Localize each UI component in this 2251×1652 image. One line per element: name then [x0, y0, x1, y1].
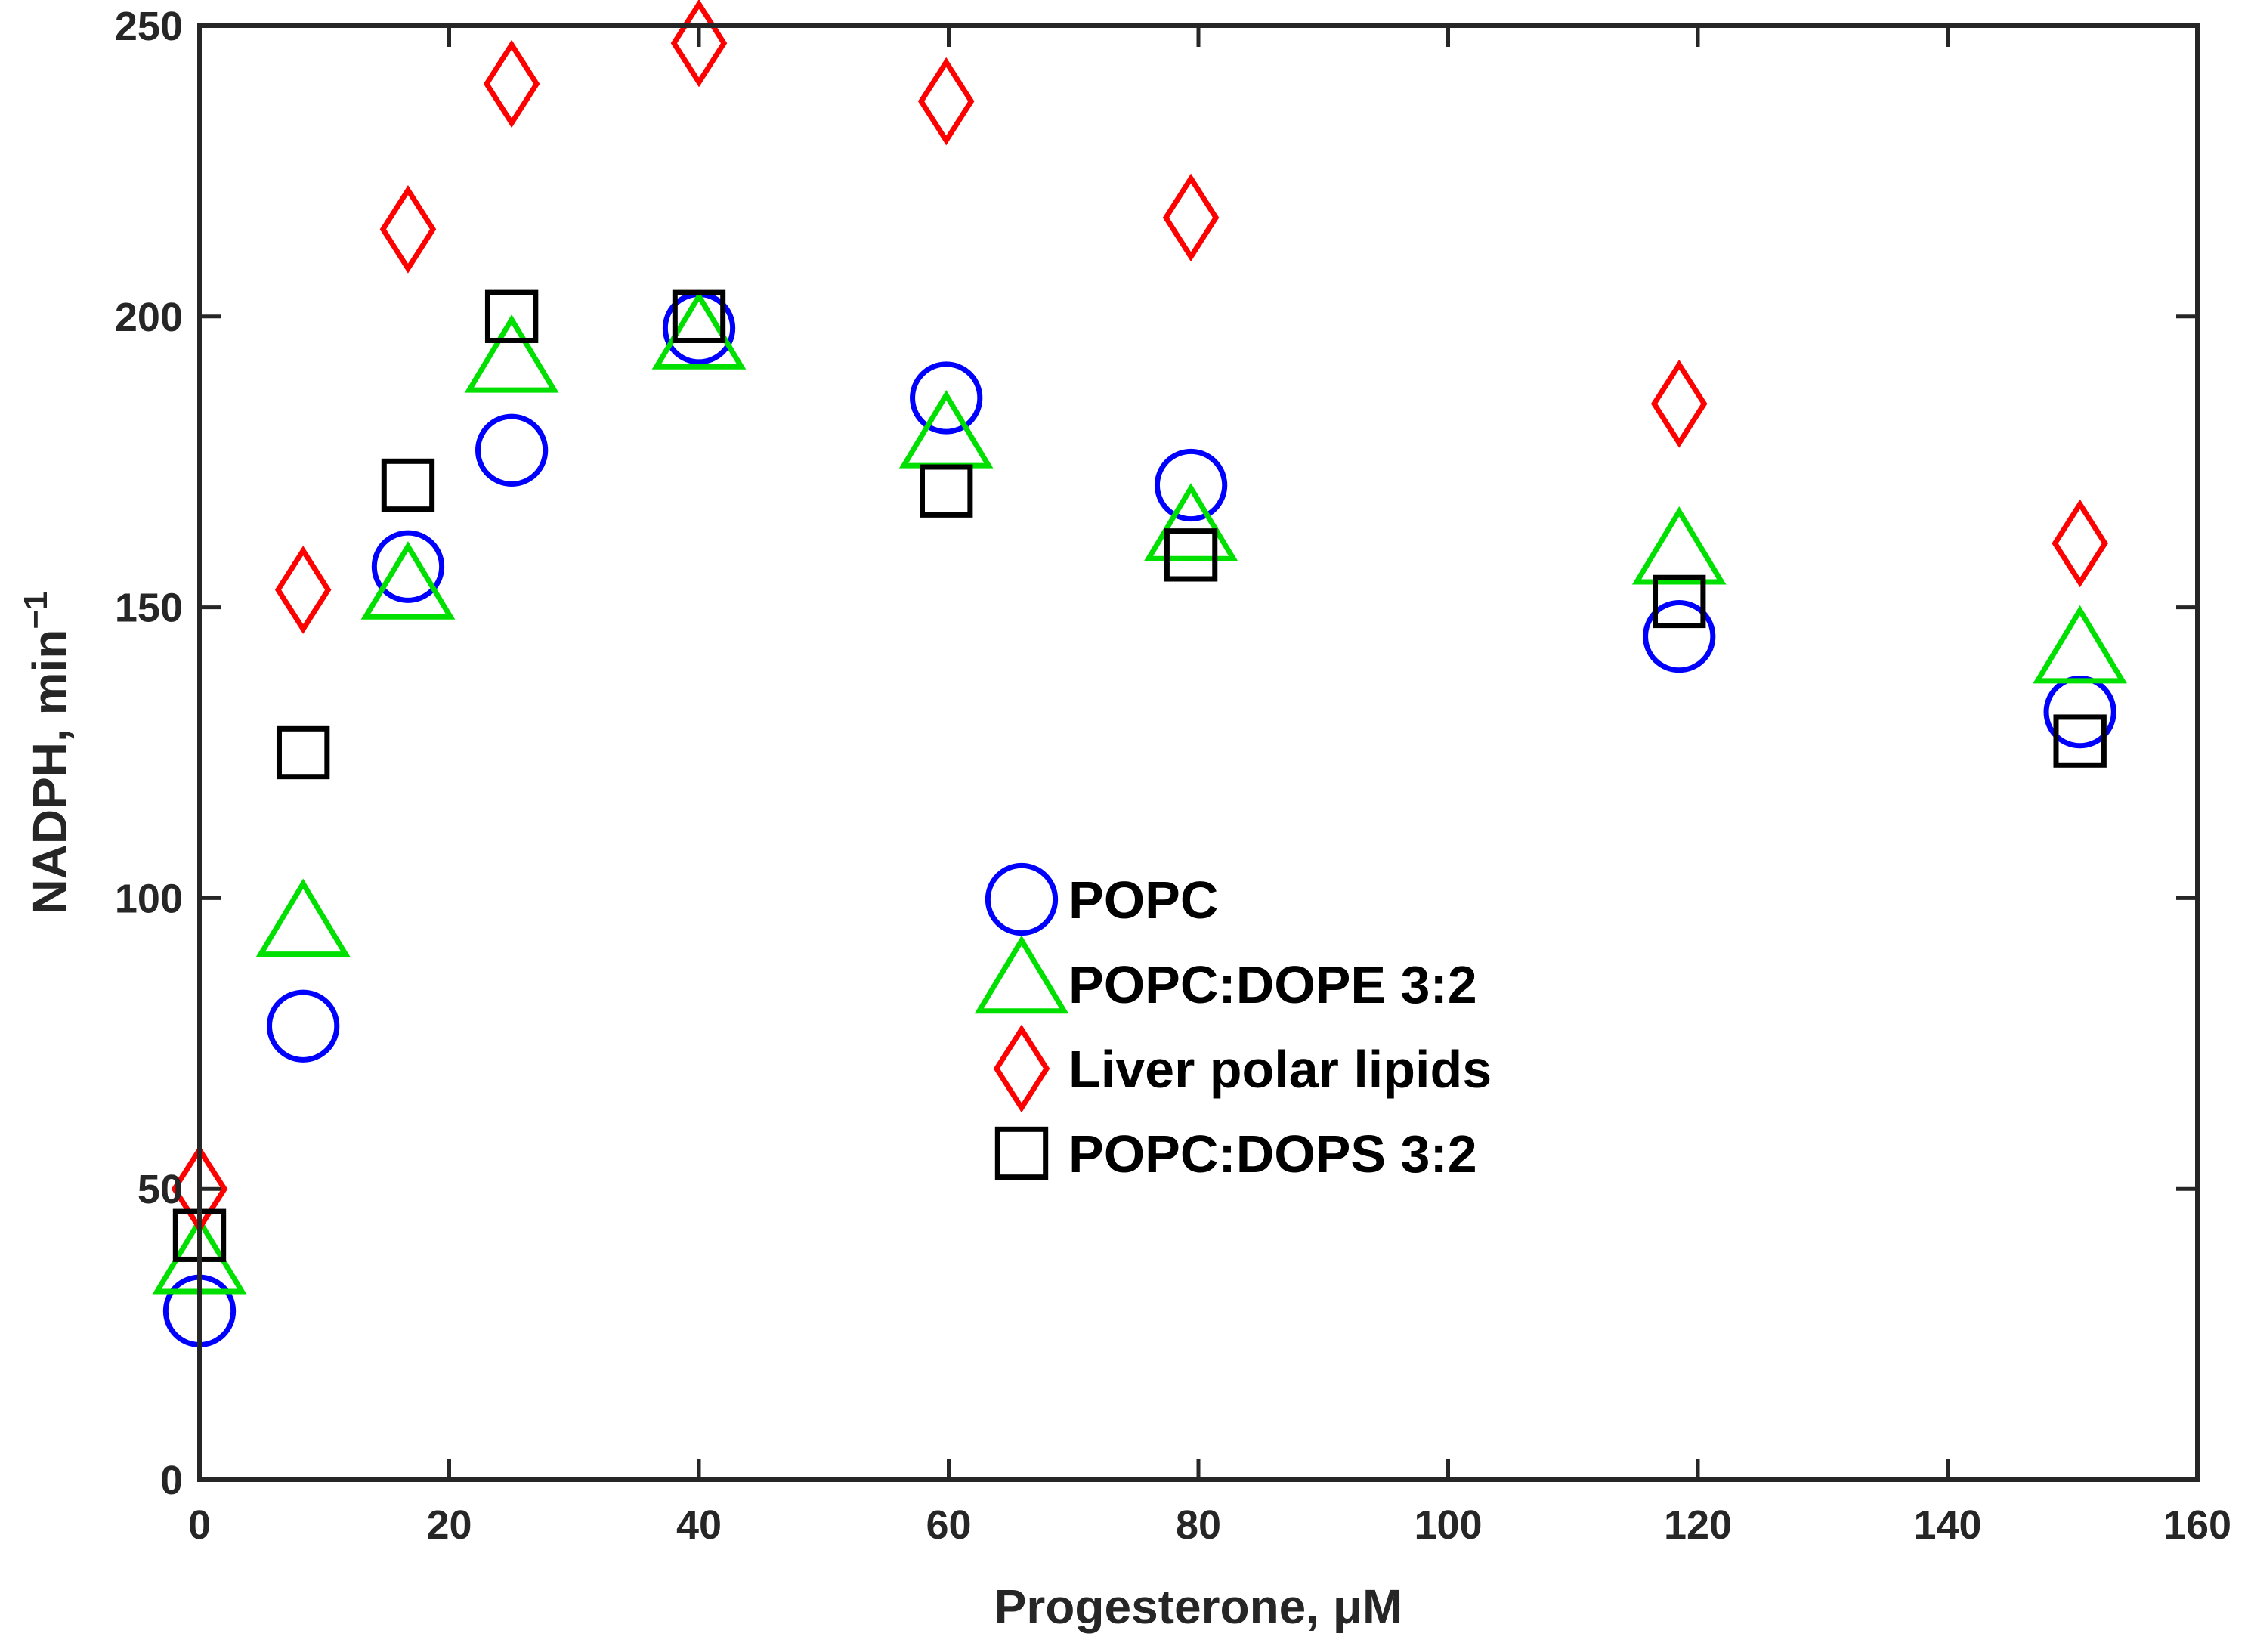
x-axis-ticks: 0 20 40 60 80 100 120 140 160 — [188, 26, 2231, 1548]
data-point-square — [484, 289, 539, 343]
y-tick-label: 100 — [115, 876, 183, 921]
x-tick-label: 100 — [1414, 1502, 1482, 1548]
plot-area — [199, 26, 2197, 1480]
data-point-triangle — [1143, 483, 1238, 561]
data-point-triangle — [1631, 506, 1727, 585]
data-point-circle — [910, 361, 983, 435]
series-triangle-group — [152, 291, 2128, 1295]
data-point-triangle — [2033, 605, 2128, 684]
y-tick-label: 0 — [160, 1458, 183, 1503]
x-tick-label: 80 — [1176, 1502, 1221, 1548]
y-tick-label: 50 — [138, 1167, 183, 1212]
legend-item: POPC:DOPE 3:2 — [974, 935, 1477, 1014]
y-tick-label: 150 — [115, 586, 183, 631]
y-axis-label-exponent: −1 — [17, 591, 54, 629]
data-point-diamond — [917, 57, 975, 146]
x-tick-label: 140 — [1913, 1502, 1981, 1548]
x-tick-label: 40 — [676, 1502, 722, 1548]
data-point-diamond — [1650, 359, 1708, 448]
data-point-diamond — [2052, 499, 2108, 588]
legend-marker-triangle — [974, 935, 1069, 1014]
data-point-square — [920, 464, 973, 518]
legend-label: Liver polar lipids — [1068, 1040, 1492, 1099]
x-axis-label: Progesterone, μM — [994, 1579, 1403, 1634]
data-point-diamond — [483, 39, 540, 128]
data-point-triangle — [255, 878, 351, 957]
data-point-square — [1164, 528, 1218, 582]
legend-item: POPC — [985, 862, 1218, 936]
x-tick-label: 0 — [188, 1502, 211, 1548]
x-tick-label: 20 — [426, 1502, 472, 1548]
legend: POPC POPC:DOPE 3:2 Liver polar lipids POPC:… — [974, 862, 1492, 1183]
x-tick-label: 160 — [2163, 1502, 2231, 1548]
series-circle-group — [162, 292, 2116, 1347]
legend-label: POPC:DOPE 3:2 — [1068, 955, 1477, 1014]
data-point-diamond — [274, 546, 332, 634]
legend-label: POPC — [1068, 871, 1218, 930]
legend-item: POPC:DOPS 3:2 — [994, 1125, 1477, 1183]
data-point-circle — [267, 989, 340, 1063]
x-tick-label: 120 — [1664, 1502, 1732, 1548]
data-point-circle — [1643, 599, 1716, 673]
y-axis-label-main: NADPH, min — [23, 630, 77, 914]
data-point-square — [381, 458, 435, 512]
legend-label: POPC:DOPS 3:2 — [1068, 1125, 1477, 1183]
data-point-square — [672, 289, 726, 343]
data-point-square — [276, 725, 330, 780]
legend-marker-circle — [985, 862, 1059, 936]
data-point-square — [1653, 574, 1706, 629]
data-point-circle — [1154, 448, 1228, 522]
y-tick-label: 250 — [115, 4, 183, 49]
data-point-triangle — [464, 314, 559, 393]
data-point-square — [2053, 714, 2107, 768]
data-point-diamond — [1162, 173, 1220, 262]
data-point-triangle — [360, 541, 456, 620]
x-tick-label: 60 — [926, 1502, 971, 1548]
legend-marker-diamond — [993, 1024, 1050, 1113]
legend-marker-square — [994, 1126, 1049, 1180]
data-point-triangle — [651, 291, 747, 370]
y-axis-label: NADPH, min−1 — [17, 591, 77, 914]
data-point-diamond — [379, 185, 437, 274]
y-tick-label: 200 — [115, 295, 183, 340]
data-point-diamond — [670, 0, 728, 88]
series-square-group — [172, 289, 2107, 1262]
data-point-circle — [371, 530, 445, 603]
y-axis-ticks: 0 50 100 150 200 250 — [115, 4, 2197, 1503]
legend-item: Liver polar lipids — [993, 1024, 1492, 1113]
data-point-circle — [475, 413, 549, 487]
